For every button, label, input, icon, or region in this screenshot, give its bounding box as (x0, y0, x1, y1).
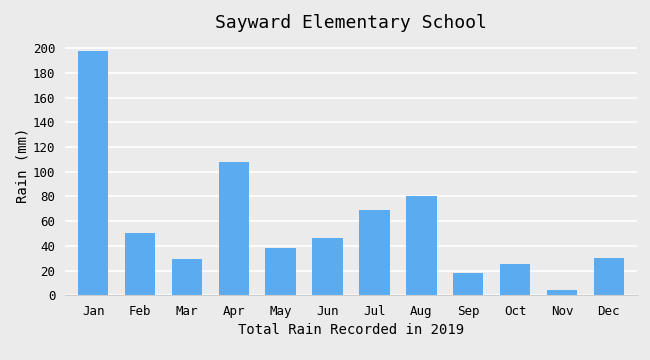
Bar (218, 162, 249, 295)
X-axis label: Total Rain Recorded in 2019: Total Rain Recorded in 2019 (238, 324, 464, 337)
Bar (406, 197, 437, 295)
Bar (593, 258, 624, 295)
Bar (453, 273, 484, 295)
Bar (359, 210, 390, 295)
Bar (78, 51, 109, 295)
Bar (265, 248, 296, 295)
Bar (125, 234, 155, 295)
Y-axis label: Rain (mm): Rain (mm) (16, 128, 30, 203)
Bar (312, 238, 343, 295)
Bar (500, 264, 530, 295)
Title: Sayward Elementary School: Sayward Elementary School (215, 14, 487, 32)
Bar (172, 260, 202, 295)
Bar (547, 290, 577, 295)
